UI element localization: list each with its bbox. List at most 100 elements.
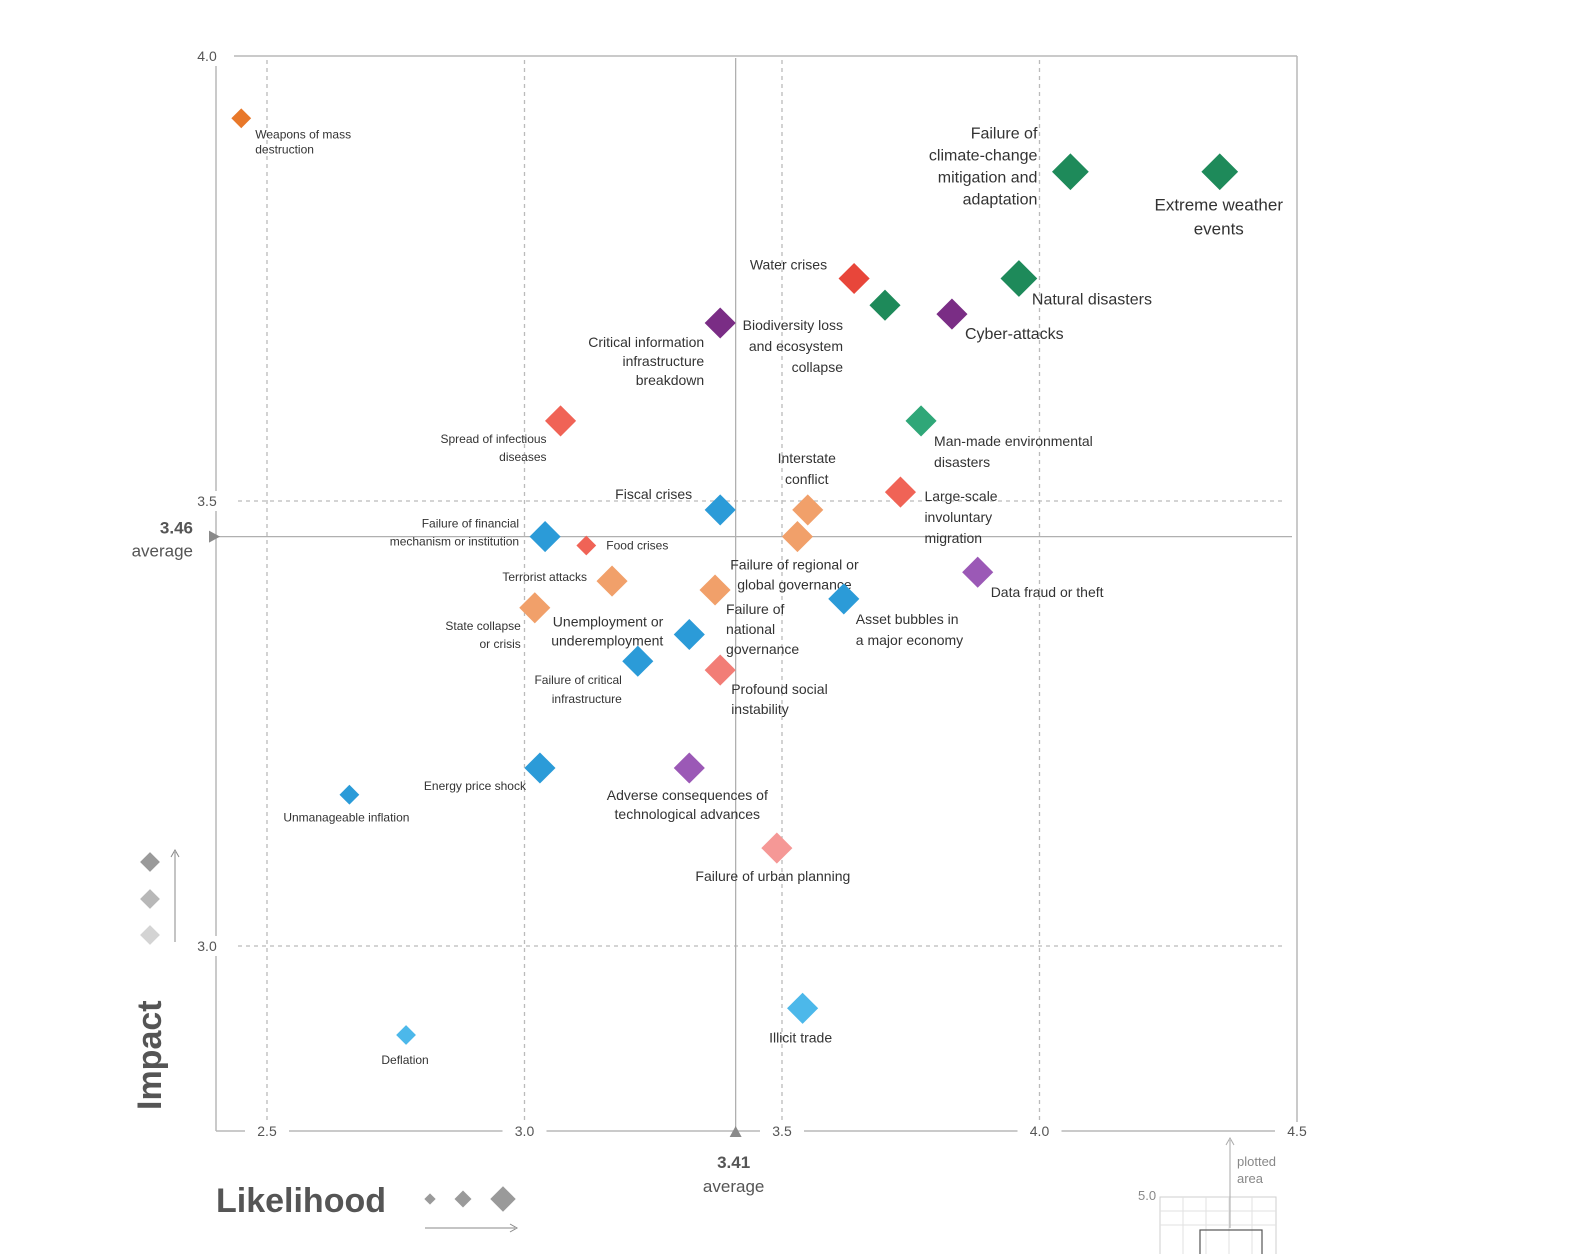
risk-label: migration xyxy=(924,530,982,546)
risk-label: mitigation and xyxy=(938,170,1038,187)
risk-point: Biodiversity loss and ecosystem collapse xyxy=(743,289,901,375)
risk-point: Water crises xyxy=(750,257,870,295)
inset-label-line-2: area xyxy=(1237,1171,1264,1186)
risk-diamond xyxy=(673,618,705,651)
legend-diamond-dark xyxy=(140,852,160,872)
average-y-text: average xyxy=(132,542,193,561)
risk-label: collapse xyxy=(792,359,844,375)
risk-diamond xyxy=(1052,153,1089,191)
risk-diamond xyxy=(884,476,917,508)
risk-diamond xyxy=(529,521,561,553)
x-tick-mask xyxy=(502,1122,547,1140)
risk-label: governance xyxy=(726,641,799,657)
x-tick-label: 3.0 xyxy=(515,1123,535,1139)
risk-label: instability xyxy=(731,701,789,717)
risk-diamond xyxy=(962,556,994,588)
risk-label: or crisis xyxy=(479,637,520,651)
risk-point: Man-made environmental disasters xyxy=(905,405,1093,470)
risk-point: Natural disasters xyxy=(1000,260,1152,309)
risk-label: conflict xyxy=(785,471,829,487)
average-y-value: 3.46 xyxy=(160,519,193,538)
plotted-area-inset: 5.0 plotted area xyxy=(1138,1136,1277,1254)
risk-point: Fiscal crises xyxy=(615,486,736,526)
legend-diamond-large xyxy=(490,1186,516,1212)
y-axis-title: Impact xyxy=(131,1000,169,1110)
x-tick-mask xyxy=(1275,1122,1319,1140)
risk-diamond xyxy=(596,565,628,597)
risk-label: Failure of xyxy=(971,126,1038,143)
risk-label: disasters xyxy=(934,454,990,470)
y-tick-label: 4.0 xyxy=(197,48,217,64)
risk-point: Terrorist attacks xyxy=(502,565,628,597)
y-tick-label: 3.5 xyxy=(197,493,217,509)
risk-label: infrastructure xyxy=(552,692,622,706)
risk-label: Profound social xyxy=(731,681,828,697)
legend-diamond-mid xyxy=(140,889,160,909)
risk-label: Man-made environmental xyxy=(934,433,1093,449)
risk-point: Failure of critical infrastructure xyxy=(534,645,654,706)
legend-diamond-light xyxy=(140,925,160,945)
risk-diamond xyxy=(544,405,577,437)
risk-point: Deflation xyxy=(381,1025,429,1067)
risk-label: infrastructure xyxy=(622,353,704,369)
risk-label: Large-scale xyxy=(924,488,997,504)
risk-point: Illicit trade xyxy=(769,992,832,1045)
risk-point: Adverse consequences of technological adv… xyxy=(607,752,768,822)
risk-label: climate-change xyxy=(929,148,1038,165)
inset-plotted-area xyxy=(1199,1229,1263,1254)
risk-diamond xyxy=(838,262,870,295)
risk-point: Energy price shock xyxy=(424,752,556,793)
risk-diamond xyxy=(339,784,360,805)
risk-diamond xyxy=(231,108,252,129)
risk-point: Food crises xyxy=(576,535,668,556)
x-axis-title: Likelihood xyxy=(216,1182,386,1220)
risk-point: Interstate conflict xyxy=(778,450,837,526)
risk-label: Interstate xyxy=(778,450,837,466)
average-x-value: 3.41 xyxy=(717,1153,750,1172)
likelihood-arrow-head xyxy=(509,1223,519,1233)
risk-point: Data fraud or theft xyxy=(962,556,1104,600)
risk-label: events xyxy=(1194,220,1244,239)
inset-tick-label: 5.0 xyxy=(1138,1188,1156,1203)
risk-point: Failure of urban planning xyxy=(695,832,850,884)
risk-point: Large-scale involuntary migration xyxy=(884,476,998,546)
average-x-text: average xyxy=(703,1177,764,1196)
risk-point: Unemployment or underemployment xyxy=(551,614,705,651)
risk-diamond xyxy=(869,289,901,321)
y-tick-mask xyxy=(192,491,232,511)
legend-diamond-small xyxy=(424,1193,436,1205)
risk-label: breakdown xyxy=(636,372,705,388)
risk-point: Failure of regional or global governance xyxy=(730,521,859,593)
risk-diamond xyxy=(622,645,654,677)
risk-point: Critical information infrastructure breakd… xyxy=(588,307,736,388)
risk-label: Extreme weather xyxy=(1155,196,1284,215)
risk-diamond xyxy=(704,307,736,339)
risk-diamond xyxy=(704,494,736,526)
risk-diamond xyxy=(905,405,937,437)
risk-label: Terrorist attacks xyxy=(502,570,587,584)
risk-point: Asset bubbles in a major economy xyxy=(828,583,963,648)
y-tick-mask xyxy=(192,936,232,956)
risk-label: Fiscal crises xyxy=(615,486,692,502)
risk-label: State collapse xyxy=(445,619,521,633)
risk-label: diseases xyxy=(499,450,546,464)
risk-diamond xyxy=(787,992,819,1024)
risk-label: Asset bubbles in xyxy=(856,611,959,627)
risk-point: Failure of financial mechanism or institu… xyxy=(390,517,561,553)
risk-label: Water crises xyxy=(750,257,827,273)
risk-label: mechanism or institution xyxy=(390,535,519,549)
risk-label: Failure of xyxy=(726,601,784,617)
risk-diamond xyxy=(673,752,705,784)
risk-label: Spread of infectious xyxy=(440,432,546,446)
risk-label: Cyber-attacks xyxy=(965,326,1064,343)
risk-diamond xyxy=(576,535,597,556)
risk-label: technological advances xyxy=(615,806,761,822)
risk-diamond xyxy=(761,832,793,864)
risk-label: Illicit trade xyxy=(769,1029,832,1045)
risk-label: Energy price shock xyxy=(424,779,527,793)
risk-diamond xyxy=(396,1025,416,1045)
risk-label: Natural disasters xyxy=(1032,292,1152,309)
